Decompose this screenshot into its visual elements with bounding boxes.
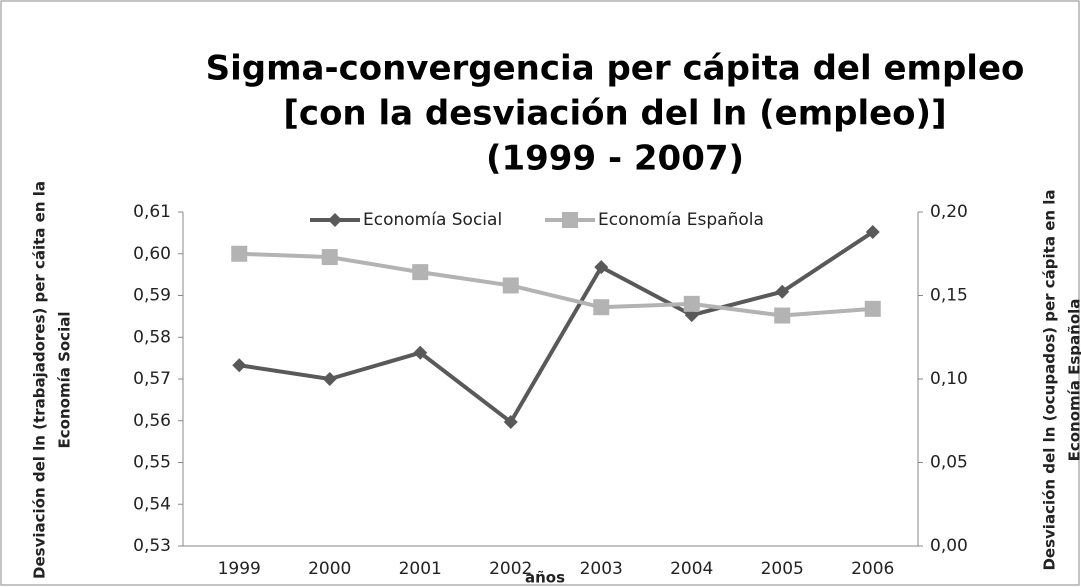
y-tick-label: 0,56 [133,411,171,431]
y-tick-label: 0,58 [133,327,171,347]
x-tick-label: 2002 [489,559,532,579]
marker [413,345,428,360]
y-tick-label: 0,59 [133,286,171,306]
marker [321,249,338,266]
y-tick-label: 0,54 [133,494,171,514]
x-tick-label: 2000 [308,559,351,579]
y-tick-label: 0,61 [133,202,171,222]
marker [683,295,700,312]
chart-title: [con la desviación del ln (empleo)] [283,94,946,134]
chart-title: Sigma-convergencia per cápita del empleo [206,49,1025,89]
x-tick-label: 2003 [580,559,623,579]
y2-tick-label: 0,00 [930,536,968,556]
x-tick-label: 2006 [851,559,894,579]
y-tick-label: 0,55 [133,453,171,473]
marker [865,225,880,240]
y2-tick-label: 0,15 [930,286,968,306]
x-tick-label: 2004 [670,559,713,579]
y2-tick-label: 0,05 [930,453,968,473]
marker [864,300,881,317]
y2-axis-label: Desviación del ln (ocupados) per cápita … [1041,189,1059,570]
series-line [239,251,873,318]
marker [593,299,610,316]
chart-title: (1999 - 2007) [486,139,744,179]
y2-tick-label: 0,20 [930,202,968,222]
x-tick-label: 2005 [761,559,804,579]
marker [231,245,248,262]
y-axis-label: Economía Social [56,312,74,449]
marker [562,212,578,228]
y-tick-label: 0,53 [133,536,171,556]
series-line [238,230,874,425]
marker [594,260,609,275]
marker [232,358,247,373]
marker [774,307,791,324]
x-axis-label: años [525,569,565,587]
y2-tick-label: 0,10 [930,369,968,389]
y-axis-label: Desviación del ln (trabajadores) per cái… [31,181,49,579]
marker [775,284,790,299]
x-tick-label: 2001 [399,559,442,579]
y2-axis-label: Economía Española [1066,299,1081,462]
marker [322,372,337,386]
x-tick-label: 1999 [218,559,261,579]
legend-label: Economía Española [598,210,764,230]
y-tick-label: 0,60 [133,244,171,264]
marker [328,213,342,227]
y-tick-label: 0,57 [133,369,171,389]
legend-label: Economía Social [363,210,502,230]
marker [503,415,518,430]
marker [412,264,429,281]
marker [502,277,519,294]
